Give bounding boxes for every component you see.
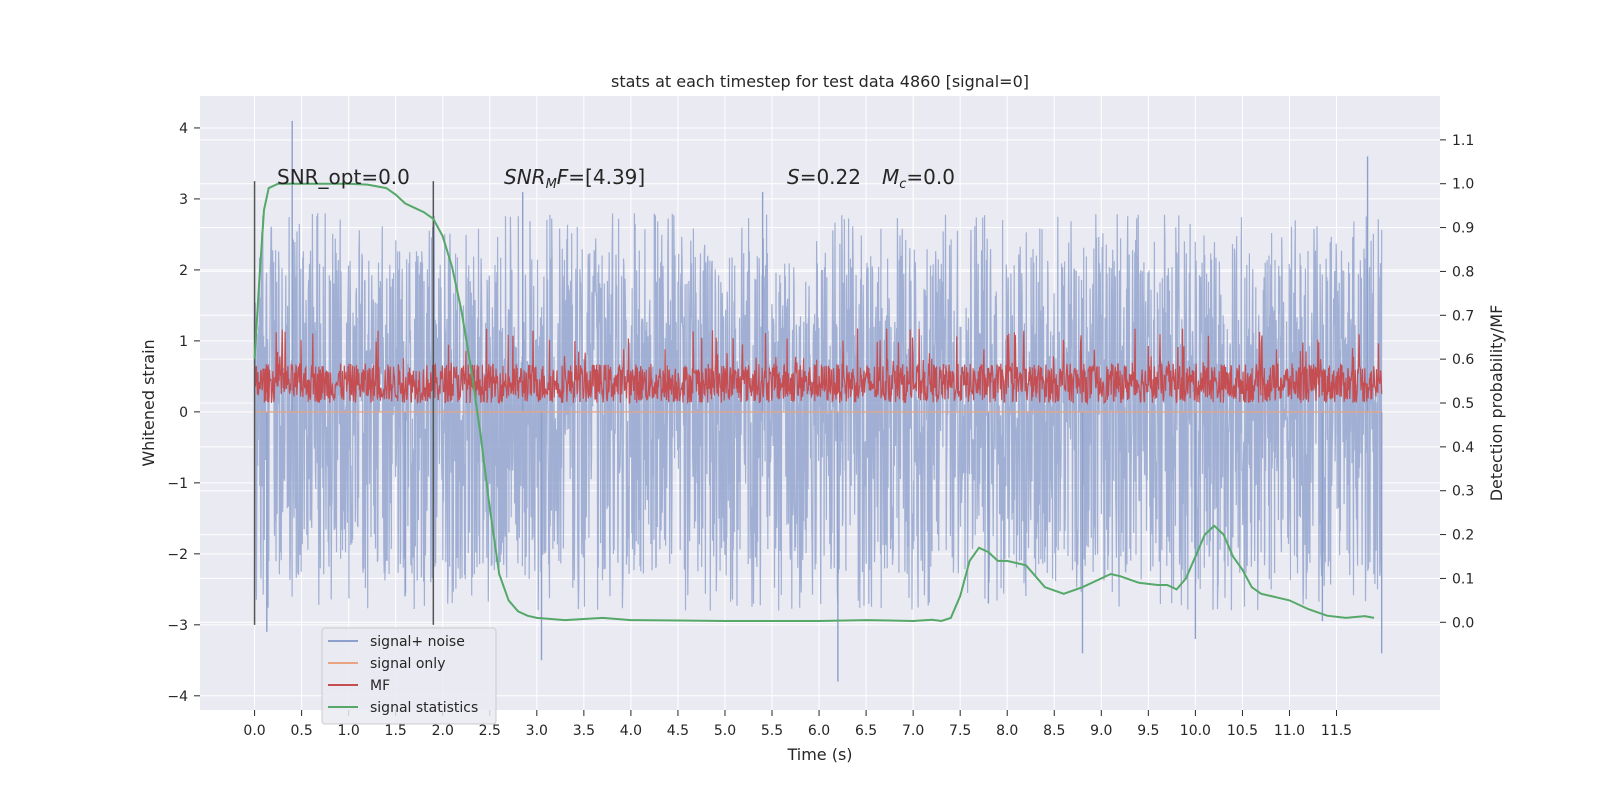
annotations: SNR_opt=0.0 SNRMF=[4.39] S=0.22 Mc=0.0	[277, 165, 955, 192]
chart-title: stats at each timestep for test data 486…	[611, 72, 1029, 91]
x-tick-label: 0.5	[290, 723, 312, 739]
mf-series	[254, 328, 1383, 406]
y-tick-label: −2	[167, 547, 188, 563]
y2-tick-label: 0.7	[1452, 308, 1474, 324]
y2-tick-label: 0.9	[1452, 221, 1474, 237]
s-symbol: S	[787, 165, 800, 189]
y2-tick-label: 0.3	[1452, 484, 1474, 500]
x-tick-label: 3.0	[526, 723, 548, 739]
legend-label-noise: signal+ noise	[370, 634, 465, 650]
y2-tick-label: 1.1	[1452, 133, 1474, 149]
x-tick-label: 9.5	[1137, 723, 1159, 739]
legend-label-mf: MF	[370, 678, 390, 694]
plot-area-group	[200, 96, 1440, 710]
snr-mf-italic: F	[557, 165, 569, 189]
y2-tick-label: 0.6	[1452, 352, 1474, 368]
y-tick-label: 0	[179, 405, 188, 421]
y2-tick-label: 0.8	[1452, 264, 1474, 280]
snr-mf-main: SNR	[504, 165, 546, 189]
legend-label-signal: signal only	[370, 656, 445, 672]
x-tick-label: 10.0	[1180, 723, 1211, 739]
x-tick-label: 2.0	[432, 723, 454, 739]
x-axis-ticks: 0.0 0.5 1.0 1.5 2.0 2.5 3.0 3.5 4.0 4.5 5.0 5.5 6.0 6…	[243, 710, 1352, 739]
signal-statistics-series	[253, 182, 1375, 623]
mc-main: M	[882, 165, 899, 189]
y2-tick-label: 1.0	[1452, 177, 1474, 193]
y-axis-label: Whitened strain	[139, 339, 158, 466]
x-tick-label: 1.0	[338, 723, 360, 739]
legend: signal+ noise signal only MF signal stat…	[321, 627, 497, 725]
y2-tick-label: 0.4	[1452, 440, 1474, 456]
x-tick-label: 8.0	[996, 723, 1018, 739]
s-value: =0.22	[800, 165, 861, 189]
y2-tick-label: 0.2	[1452, 528, 1474, 544]
legend-label-stats: signal statistics	[370, 700, 478, 716]
x-tick-label: 7.5	[949, 723, 971, 739]
x-tick-label: 11.0	[1274, 723, 1305, 739]
x-tick-label: 3.5	[573, 723, 595, 739]
x-tick-label: 4.0	[620, 723, 642, 739]
x-tick-label: 6.0	[808, 723, 830, 739]
x-tick-label: 8.5	[1043, 723, 1065, 739]
y-tick-label: 2	[179, 263, 188, 279]
y2-tick-label: 0.1	[1452, 571, 1474, 587]
y-tick-label: 1	[179, 334, 188, 350]
x-tick-label: 9.0	[1090, 723, 1112, 739]
snr-mf-value: =[4.39]	[568, 165, 645, 189]
x-tick-label: 1.5	[385, 723, 407, 739]
x-tick-label: 2.5	[479, 723, 501, 739]
x-tick-label: 6.5	[855, 723, 877, 739]
x-tick-label: 4.5	[667, 723, 689, 739]
x-tick-label: 5.0	[714, 723, 736, 739]
plot-clip	[253, 120, 1383, 682]
x-tick-label: 0.0	[243, 723, 265, 739]
annotation-snr-mf: SNRMF=[4.39]	[504, 165, 645, 192]
legend-box	[321, 627, 497, 725]
mc-sub: c	[899, 177, 906, 192]
y-tick-label: −3	[167, 618, 188, 634]
annotation-mc: Mc=0.0	[882, 165, 955, 192]
vertical-markers	[253, 181, 435, 625]
x-axis-label: Time (s)	[786, 745, 852, 764]
x-tick-label: 10.5	[1227, 723, 1258, 739]
annotation-s: S=0.22	[787, 165, 861, 189]
annotation-snr-opt: SNR_opt=0.0	[277, 165, 410, 189]
y2-axis-ticks: 1.1 1.0 0.9 0.8 0.7 0.6 0.5 0.4 0.3 0.2 0.1 0.0	[1440, 133, 1474, 631]
y-tick-label: −1	[167, 476, 188, 492]
x-tick-label: 7.0	[902, 723, 924, 739]
mf-line	[254, 328, 1383, 406]
y2-tick-label: 0.5	[1452, 396, 1474, 412]
y2-tick-label: 0.0	[1452, 615, 1474, 631]
y-tick-label: 3	[179, 192, 188, 208]
y2-axis-label: Detection probability/MF	[1487, 305, 1506, 502]
y-axis-ticks: 4 3 2 1 0 −1 −2 −3 −4	[167, 121, 200, 705]
x-tick-label: 11.5	[1321, 723, 1352, 739]
signal-statistics-line	[253, 182, 1375, 623]
snr-mf-sub: M	[546, 177, 557, 192]
y-tick-label: 4	[179, 121, 188, 137]
mc-value: =0.0	[906, 165, 955, 189]
x-tick-label: 5.5	[761, 723, 783, 739]
y-tick-label: −4	[167, 689, 188, 705]
